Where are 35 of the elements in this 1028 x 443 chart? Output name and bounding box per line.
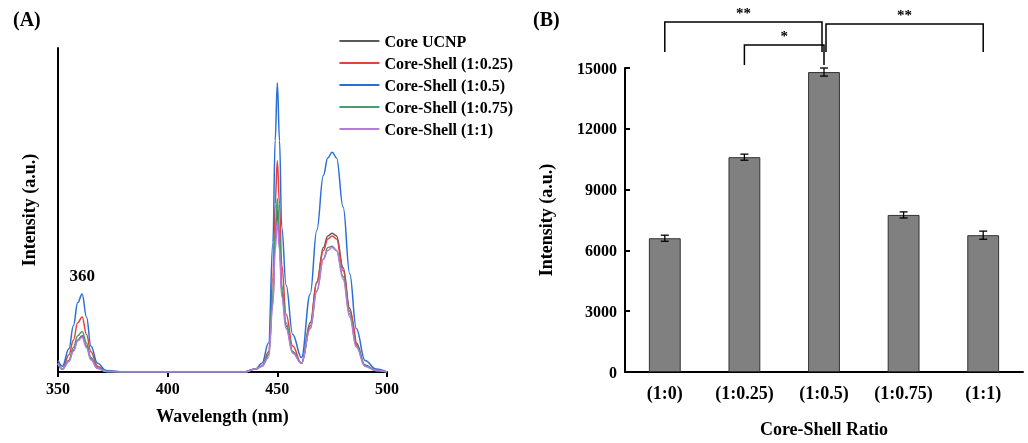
x-tick-label: 500 [375,379,399,397]
y-tick-label: 3000 [585,302,617,320]
x-tick-label: (1:0.5) [799,383,849,404]
x-tick-label: 350 [46,379,70,397]
x-tick-label: 450 [265,379,290,397]
text: * [780,28,788,44]
bar [887,214,920,372]
y-tick-label: 12000 [577,120,617,138]
bar [967,235,1000,372]
y-tick-label: 9000 [585,181,617,199]
chart-title: (A) [13,8,41,31]
chart-title: (B) [533,8,560,31]
legend-label: Core-Shell (1:1) [384,120,494,139]
bar [808,72,840,372]
x-axis-title: Core-Shell Ratio [759,419,889,439]
x-tick-label: (1:0.75) [874,383,933,404]
y-axis-title: Intensity (a.u.) [19,153,40,267]
text: ** [897,7,913,23]
y-tick-label: 0 [609,363,617,381]
legend-label: Core-Shell (1:0.75) [384,98,514,117]
bar [648,238,681,372]
x-tick-label: (1:0) [646,383,683,404]
bar [728,157,761,372]
x-tick-label: 400 [155,379,180,397]
legend-label: Core UCNP [384,32,467,50]
legend-label: Core-Shell (1:0.25) [384,54,514,73]
x-tick-label: (1:0.25) [715,383,774,404]
legend-label: Core-Shell (1:0.5) [384,76,506,95]
text: ** [735,5,751,21]
y-tick-label: 6000 [585,241,617,259]
annotation: 360 [69,265,95,285]
y-axis-title: Intensity (a.u.) [536,163,557,277]
y-tick-label: 15000 [577,59,617,77]
x-tick-label: (1:1) [965,383,1002,404]
x-axis-title: Wavelength (nm) [156,406,289,427]
